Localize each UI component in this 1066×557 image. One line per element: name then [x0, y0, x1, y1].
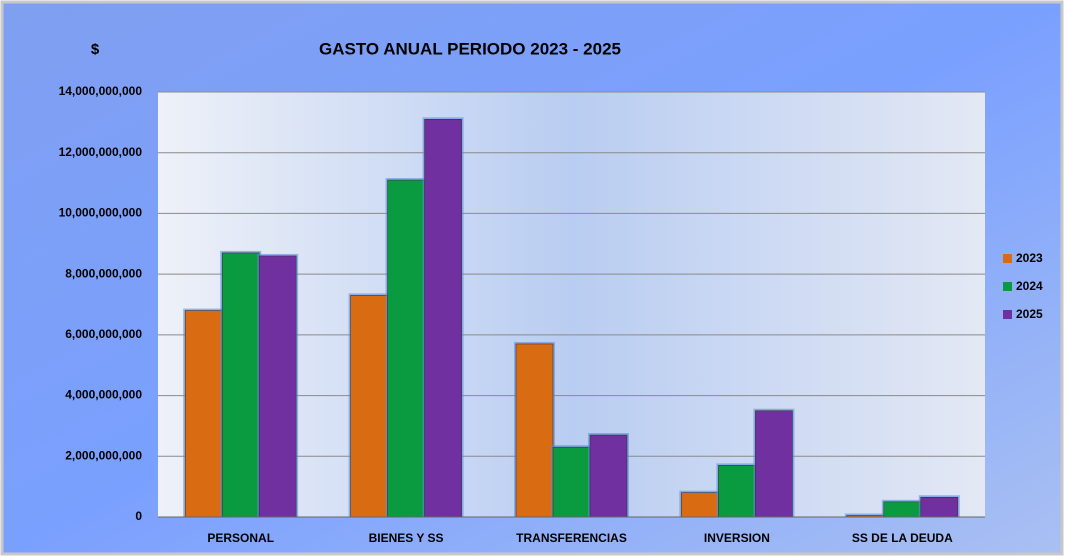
- y-tick-label: 2,000,000,000: [65, 448, 142, 462]
- x-tick-label: BIENES Y SS: [369, 531, 444, 545]
- y-tick-label: 6,000,000,000: [65, 327, 142, 341]
- bar: [681, 492, 719, 518]
- legend-swatch: [1003, 310, 1012, 319]
- bar: [184, 310, 223, 518]
- legend-label: 2024: [1016, 279, 1043, 293]
- y-tick-label: 8,000,000,000: [65, 266, 142, 280]
- y-tick-label: 4,000,000,000: [65, 388, 142, 402]
- bar: [920, 496, 959, 518]
- bar: [424, 119, 462, 518]
- bar: [515, 343, 554, 518]
- legend-label: 2023: [1016, 251, 1043, 265]
- bar: [552, 446, 591, 518]
- y-tick-label: 14,000,000,000: [59, 84, 143, 98]
- y-tick-label: 10,000,000,000: [59, 206, 143, 220]
- y-tick-label: 0: [135, 509, 142, 523]
- x-tick-label: SS DE LA DEUDA: [852, 531, 953, 545]
- legend-swatch: [1003, 254, 1012, 263]
- x-tick-label: TRANSFERENCIAS: [516, 531, 627, 545]
- bar: [718, 465, 756, 518]
- chart-title: GASTO ANUAL PERIODO 2023 - 2025: [319, 39, 621, 58]
- y-axis-label: $: [91, 41, 100, 58]
- bar: [387, 179, 425, 518]
- legend-label: 2025: [1016, 307, 1043, 321]
- x-tick-label: PERSONAL: [207, 531, 274, 545]
- y-tick-label: 12,000,000,000: [59, 145, 143, 159]
- legend-swatch: [1003, 282, 1012, 291]
- bar: [883, 501, 922, 518]
- bar: [258, 255, 297, 518]
- bar: [755, 410, 793, 518]
- bar: [589, 434, 628, 518]
- bar: [221, 252, 260, 518]
- x-tick-label: INVERSION: [704, 531, 770, 545]
- bar: [350, 295, 388, 518]
